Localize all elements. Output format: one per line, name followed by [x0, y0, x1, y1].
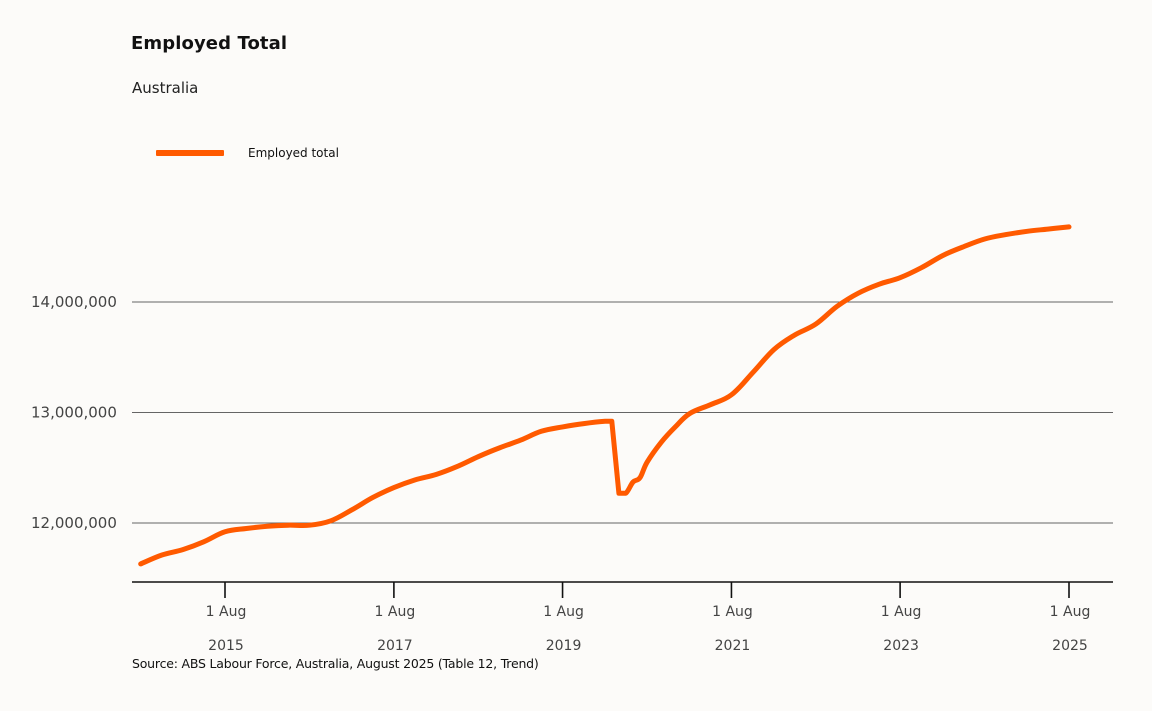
legend-swatch: [156, 150, 224, 156]
x-tick-label: 1 Aug: [1050, 604, 1091, 620]
x-tick-year-label: 2023: [883, 638, 919, 654]
x-tick-label: 1 Aug: [881, 604, 922, 620]
x-tick-year-label: 2021: [715, 638, 751, 654]
x-tick-year-label: 2015: [208, 638, 244, 654]
y-tick-label: 12,000,000: [31, 514, 117, 532]
x-tick-year-label: 2019: [546, 638, 582, 654]
y-tick-label: 13,000,000: [31, 404, 117, 422]
chart-subtitle: Australia: [132, 79, 199, 97]
x-tick-label: 1 Aug: [712, 604, 753, 620]
series-line-employed-total: [138, 224, 1072, 567]
x-tick-year-label: 2017: [377, 638, 413, 654]
x-tick-label: 1 Aug: [375, 604, 416, 620]
x-tick-label: 1 Aug: [206, 604, 247, 620]
x-tick-label: 1 Aug: [543, 604, 584, 620]
x-tick-year-label: 2025: [1052, 638, 1088, 654]
source-note: Source: ABS Labour Force, Australia, Aug…: [132, 656, 539, 671]
legend: Employed total: [156, 146, 339, 160]
legend-label: Employed total: [248, 146, 339, 160]
chart-title: Employed Total: [131, 33, 288, 54]
y-tick-label: 14,000,000: [31, 293, 117, 311]
